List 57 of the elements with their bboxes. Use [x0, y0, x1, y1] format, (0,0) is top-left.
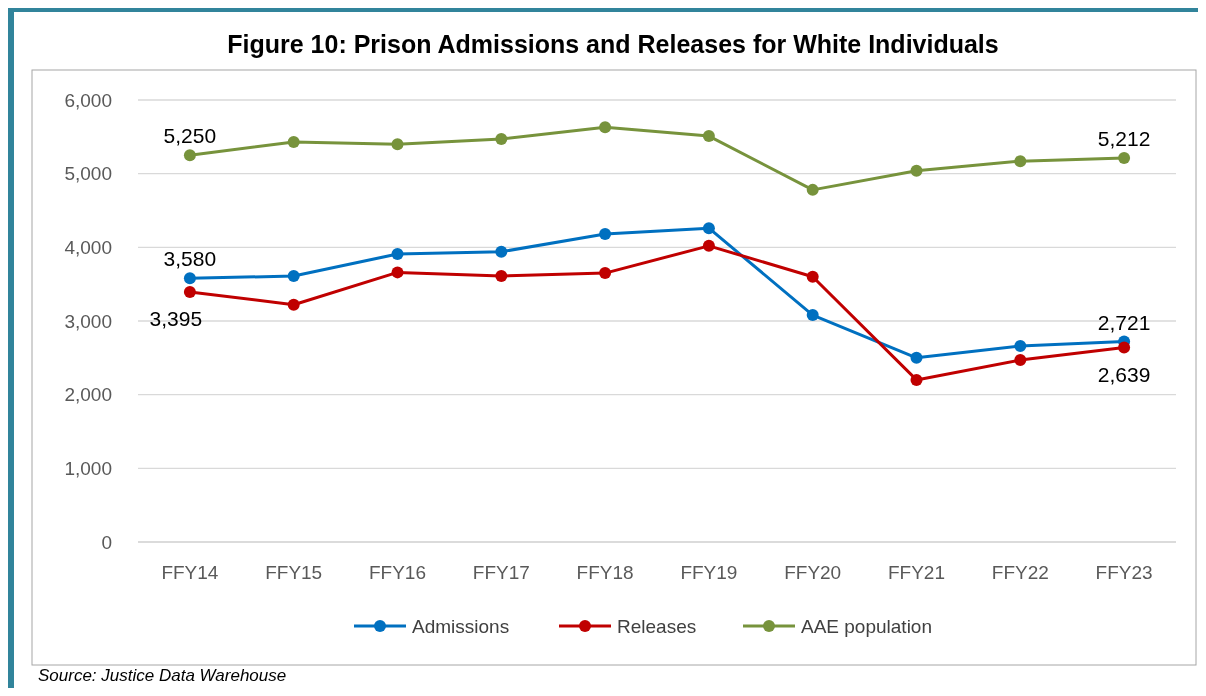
point	[1014, 340, 1027, 353]
point	[910, 373, 923, 386]
point	[1118, 152, 1131, 165]
legend-label: AAE population	[801, 615, 932, 637]
y-tick-label: 3,000	[64, 310, 112, 332]
y-tick-label: 1,000	[64, 457, 112, 479]
point	[495, 245, 508, 258]
data-label: 5,250	[163, 124, 217, 148]
y-tick-label: 0	[101, 531, 112, 553]
point	[287, 298, 300, 311]
point	[183, 272, 196, 285]
point	[910, 164, 923, 177]
source-note: Source: Justice Data Warehouse	[38, 666, 287, 685]
x-tick-label: FFY23	[1095, 562, 1153, 583]
x-tick-label: FFY18	[576, 562, 634, 583]
point	[806, 183, 819, 196]
y-tick-label: 6,000	[64, 89, 112, 111]
legend-label: Releases	[617, 615, 697, 637]
point	[702, 222, 715, 235]
point	[1014, 354, 1027, 367]
data-label: 2,639	[1097, 362, 1151, 386]
y-tick-label: 5,000	[64, 163, 112, 185]
y-tick-label: 2,000	[64, 384, 112, 406]
point	[183, 285, 196, 298]
x-tick-label: FFY17	[472, 562, 530, 583]
point	[599, 228, 612, 241]
point	[391, 138, 404, 151]
data-label: 3,395	[149, 306, 203, 330]
point	[1014, 155, 1027, 168]
point	[495, 133, 508, 146]
y-tick-label: 4,000	[64, 236, 112, 258]
x-tick-label: FFY21	[887, 562, 946, 583]
data-label: 5,212	[1097, 127, 1151, 151]
legend-label: Admissions	[412, 615, 510, 637]
x-tick-label: FFY20	[784, 562, 842, 583]
point	[1118, 341, 1131, 354]
point	[391, 266, 404, 279]
point	[599, 267, 612, 280]
point	[287, 270, 300, 283]
point	[183, 149, 196, 162]
point	[910, 351, 923, 364]
point	[495, 270, 508, 283]
chart-title: Figure 10: Prison Admissions and Releases for White Individuals	[227, 30, 999, 58]
point	[702, 239, 715, 252]
point	[287, 135, 300, 148]
point	[806, 309, 819, 322]
x-tick-label: FFY22	[991, 562, 1049, 583]
x-tick-label: FFY15	[265, 562, 323, 583]
point	[391, 247, 404, 260]
data-label: 3,580	[163, 247, 217, 271]
x-tick-label: FFY16	[368, 562, 427, 583]
x-tick-label: FFY14	[161, 562, 219, 583]
point	[702, 130, 715, 143]
x-tick-label: FFY19	[680, 562, 738, 583]
point	[806, 270, 819, 283]
point	[599, 121, 612, 134]
data-label: 2,721	[1097, 310, 1151, 334]
